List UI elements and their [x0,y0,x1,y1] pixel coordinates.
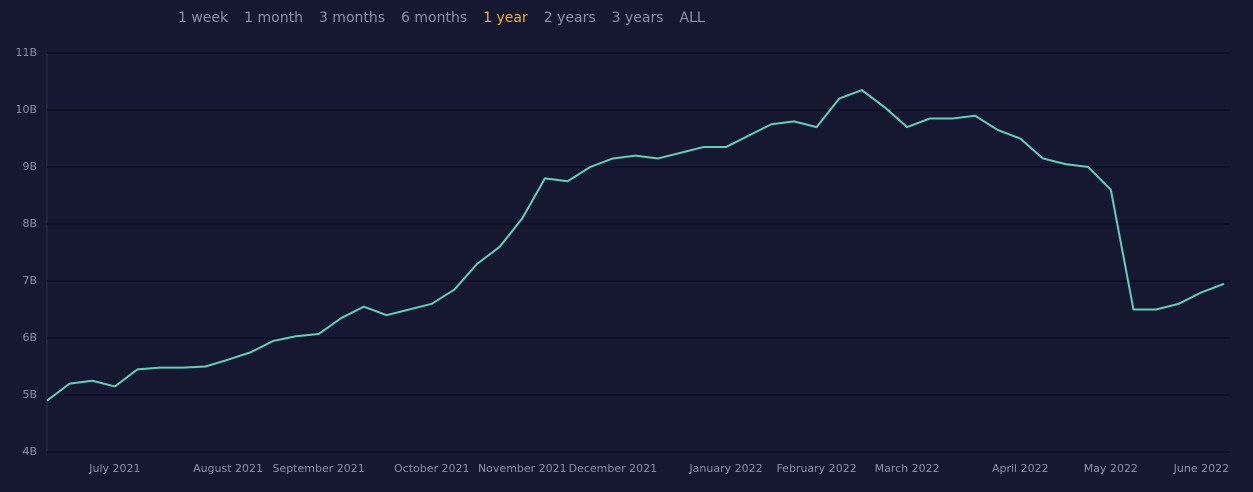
x-tick-label: November 2021 [478,462,567,475]
x-tick-label: December 2021 [569,462,658,475]
y-tick-label: 6B [22,331,37,344]
x-tick-label: August 2021 [193,462,263,475]
x-tick-label: May 2022 [1084,462,1138,475]
y-tick-label: 8B [22,217,37,230]
line [46,89,1225,402]
x-tick-label: February 2022 [776,462,856,475]
range-button[interactable]: 6 months [401,10,468,26]
y-tick-label: 5B [22,388,37,401]
y-tick-label: 4B [22,445,37,458]
y-tick-label: 10B [15,103,37,116]
x-tick-label: July 2021 [88,462,140,475]
range-button[interactable]: 3 years [611,10,664,26]
x-tick-label: April 2022 [992,462,1049,475]
x-tick-label: October 2021 [394,462,470,475]
range-button[interactable]: 1 week [178,10,229,26]
x-tick-label: June 2022 [1173,462,1229,475]
y-tick-label: 9B [22,160,37,173]
range-button[interactable]: 1 month [244,10,303,26]
y-tick-label: 11B [15,46,37,59]
range-button[interactable]: 1 year [483,10,528,26]
y-tick-label: 7B [22,274,37,287]
x-tick-label: September 2021 [272,462,364,475]
x-tick-label: March 2022 [875,462,940,475]
range-selector: 1 week 1 month 3 months 6 months 1 year 2 yea… [170,10,713,26]
range-button[interactable]: 3 months [318,10,386,26]
x-tick-label: January 2022 [688,462,762,475]
range-button[interactable]: ALL [679,10,705,26]
range-button[interactable]: 2 years [543,10,596,26]
